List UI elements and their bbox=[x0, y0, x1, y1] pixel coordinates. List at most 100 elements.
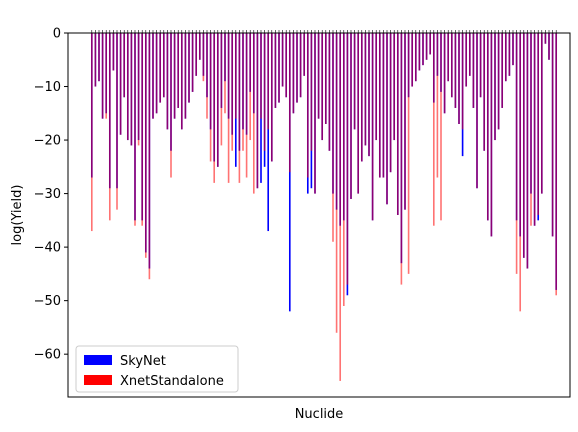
bar-xnet-80 bbox=[378, 33, 381, 178]
bar-xnet-128 bbox=[551, 33, 554, 237]
bar-xnet-57 bbox=[296, 33, 298, 103]
bar-xnet-62 bbox=[314, 33, 316, 194]
bar-xnet-96 bbox=[436, 33, 439, 178]
bar-xnet-66 bbox=[328, 33, 331, 151]
bar-xnet-54 bbox=[285, 33, 288, 98]
bar-xnet-107 bbox=[476, 33, 478, 189]
bar-xnet-120 bbox=[522, 33, 525, 258]
bar-xnet-121 bbox=[526, 33, 529, 269]
bar-xnet-60 bbox=[306, 33, 309, 178]
bar-xnet-125 bbox=[540, 33, 543, 194]
bar-xnet-117 bbox=[512, 33, 514, 66]
bar-xnet-79 bbox=[375, 33, 378, 141]
bar-xnet-122 bbox=[530, 33, 532, 226]
bar-xnet-94 bbox=[429, 33, 432, 55]
bar-xnet-27 bbox=[188, 33, 190, 103]
bar-xnet-3 bbox=[101, 33, 104, 119]
bar-xnet-18 bbox=[155, 33, 158, 114]
bar-xnet-20 bbox=[162, 33, 165, 98]
bar-xnet-8 bbox=[119, 33, 122, 135]
bar-xnet-22 bbox=[170, 33, 172, 178]
bar-skynet-49 bbox=[267, 33, 270, 232]
bar-xnet-64 bbox=[321, 33, 324, 141]
bar-xnet-55 bbox=[288, 33, 291, 173]
bar-xnet-52 bbox=[278, 33, 280, 103]
bar-xnet-19 bbox=[159, 33, 162, 103]
bar-xnet-123 bbox=[533, 33, 536, 226]
bar-xnet-17 bbox=[152, 33, 154, 119]
bar-xnet-127 bbox=[548, 33, 550, 60]
bar-xnet-118 bbox=[515, 33, 518, 274]
bar-xnet-100 bbox=[450, 33, 453, 98]
bar-xnet-112 bbox=[494, 33, 496, 141]
bar-xnet-115 bbox=[504, 33, 507, 82]
bar-xnet-72 bbox=[350, 33, 352, 199]
bar-xnet-28 bbox=[191, 33, 194, 92]
bar-xnet-41 bbox=[238, 33, 241, 183]
bar-xnet-99 bbox=[447, 33, 450, 82]
plot-frame bbox=[67, 32, 571, 398]
bar-xnet-50 bbox=[270, 33, 273, 162]
bar-xnet-124 bbox=[537, 33, 540, 215]
bar-xnet-77 bbox=[368, 33, 370, 157]
bar-xnet-44 bbox=[249, 33, 252, 141]
bar-xnet-13 bbox=[137, 33, 140, 146]
bar-xnet-46 bbox=[256, 33, 259, 189]
bar-xnet-106 bbox=[472, 33, 475, 108]
bar-xnet-42 bbox=[242, 33, 244, 151]
bar-xnet-102 bbox=[458, 33, 460, 124]
bar-xnet-84 bbox=[393, 33, 396, 141]
bar-xnet-33 bbox=[209, 33, 212, 162]
bar-xnet-16 bbox=[148, 33, 151, 280]
bar-xnet-56 bbox=[292, 33, 295, 114]
bar-xnet-85 bbox=[396, 33, 399, 215]
bar-xnet-29 bbox=[195, 33, 198, 76]
bar-xnet-51 bbox=[274, 33, 277, 108]
bars-group bbox=[90, 33, 558, 381]
y-tick-label: −50 bbox=[34, 294, 61, 309]
bar-xnet-81 bbox=[382, 33, 385, 178]
bar-xnet-4 bbox=[105, 33, 108, 119]
legend-swatch-1 bbox=[84, 375, 112, 385]
bar-xnet-82 bbox=[386, 33, 388, 205]
bar-xnet-15 bbox=[144, 33, 147, 258]
bar-xnet-49 bbox=[267, 33, 270, 130]
bar-xnet-95 bbox=[432, 33, 435, 226]
bar-xnet-40 bbox=[234, 33, 237, 119]
bar-xnet-70 bbox=[342, 33, 345, 306]
bar-xnet-39 bbox=[231, 33, 234, 151]
bar-xnet-78 bbox=[371, 33, 374, 221]
legend-box bbox=[75, 345, 239, 393]
bar-xnet-30 bbox=[198, 33, 201, 60]
bar-xnet-110 bbox=[486, 33, 489, 221]
bar-xnet-21 bbox=[166, 33, 169, 130]
bar-xnet-76 bbox=[364, 33, 367, 146]
bar-xnet-61 bbox=[310, 33, 313, 151]
y-axis: 0 −10 −20 −30 −40 −50 −60 bbox=[34, 27, 68, 363]
legend: SkyNet XnetStandalone bbox=[75, 345, 239, 393]
bar-xnet-0 bbox=[90, 33, 93, 232]
bar-xnet-45 bbox=[252, 33, 255, 194]
legend-swatch-0 bbox=[84, 355, 112, 365]
bar-xnet-35 bbox=[216, 33, 219, 167]
bar-xnet-38 bbox=[227, 33, 230, 183]
bar-xnet-48 bbox=[263, 33, 266, 151]
bar-xnet-83 bbox=[389, 33, 392, 173]
bar-xnet-93 bbox=[425, 33, 428, 60]
bar-xnet-86 bbox=[400, 33, 403, 285]
bar-xnet-12 bbox=[134, 33, 136, 226]
bar-xnet-59 bbox=[303, 33, 306, 76]
bar-xnet-111 bbox=[490, 33, 493, 237]
bar-xnet-75 bbox=[360, 33, 363, 162]
legend-label-0: SkyNet bbox=[120, 354, 166, 369]
bar-xnet-63 bbox=[317, 33, 320, 119]
y-tick-label: −60 bbox=[34, 348, 61, 363]
bar-xnet-10 bbox=[126, 33, 129, 141]
y-tick-label: −40 bbox=[34, 241, 61, 256]
bar-xnet-97 bbox=[440, 33, 442, 221]
bar-xnet-71 bbox=[346, 33, 349, 285]
bar-xnet-90 bbox=[414, 33, 417, 82]
bar-xnet-9 bbox=[123, 33, 126, 98]
bar-xnet-47 bbox=[260, 33, 262, 119]
bar-xnet-58 bbox=[299, 33, 302, 98]
